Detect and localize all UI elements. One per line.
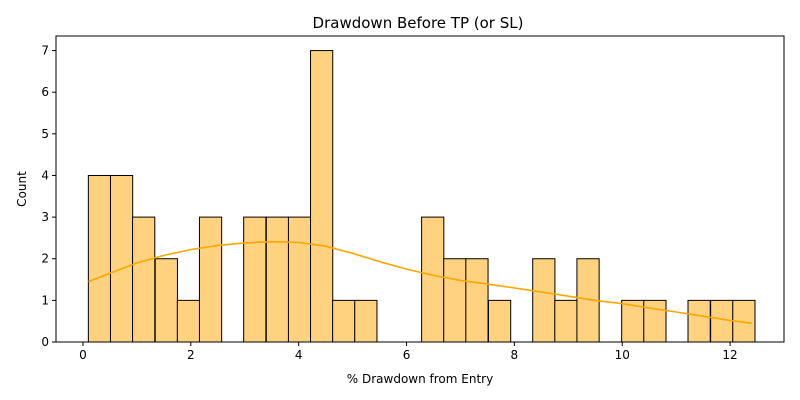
y-tick-label: 6	[41, 85, 49, 99]
histogram-bar	[487, 299, 512, 343]
y-axis-ticks: 0 1 2 3 4 5 6 7	[41, 44, 56, 349]
histogram-bar	[332, 299, 356, 343]
histogram-bar	[287, 216, 312, 343]
histogram-bar	[310, 50, 334, 343]
x-tick-label: 6	[403, 348, 411, 362]
histogram-bar	[87, 174, 112, 343]
y-tick-label: 1	[41, 293, 49, 307]
histogram-bar	[465, 258, 489, 343]
y-tick-label: 3	[41, 210, 49, 224]
histogram-bar	[710, 299, 734, 343]
histogram-bar	[176, 299, 201, 343]
histogram-bar	[354, 299, 378, 343]
histogram-bar	[643, 299, 667, 343]
histogram-bar	[443, 258, 467, 343]
x-tick-label: 10	[615, 348, 630, 362]
y-tick-label: 0	[41, 335, 49, 349]
histogram-bar	[532, 258, 556, 343]
x-axis-ticks: 0 2 4 6 8 10 12	[79, 342, 738, 362]
histogram-bar	[265, 216, 290, 343]
x-tick-label: 4	[295, 348, 303, 362]
y-tick-label: 5	[41, 127, 49, 141]
bars-group	[87, 50, 756, 343]
x-tick-label: 2	[187, 348, 195, 362]
histogram-bar	[421, 216, 445, 343]
x-tick-label: 8	[511, 348, 519, 362]
y-tick-label: 7	[41, 44, 49, 58]
x-tick-label: 0	[79, 348, 87, 362]
histogram-bar	[109, 174, 134, 343]
x-tick-label: 12	[722, 348, 737, 362]
histogram-bar	[554, 299, 578, 343]
histogram-bar	[243, 216, 267, 343]
kde-curve	[88, 240, 752, 325]
plot-frame	[55, 35, 785, 343]
y-tick-label: 4	[41, 168, 49, 182]
histogram-bar	[687, 299, 711, 343]
y-axis-label: Count	[15, 171, 29, 207]
histogram-bar	[154, 258, 178, 343]
chart-title: Drawdown Before TP (or SL)	[313, 14, 524, 32]
histogram-bar	[198, 216, 223, 343]
x-axis-label: % Drawdown from Entry	[347, 372, 493, 386]
y-tick-label: 2	[41, 252, 49, 266]
histogram-bar	[132, 216, 156, 343]
